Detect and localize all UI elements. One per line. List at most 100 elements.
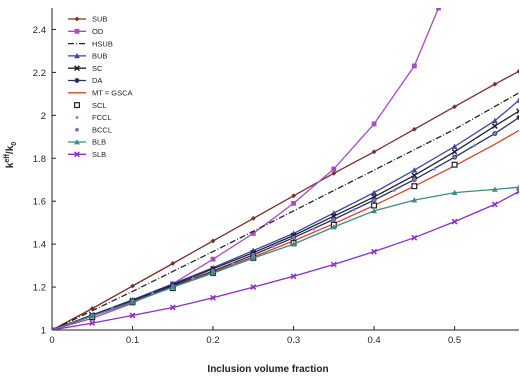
legend-item: BUB bbox=[68, 52, 107, 61]
legend-item: BLB bbox=[68, 138, 106, 147]
data-point bbox=[74, 151, 80, 158]
y-axis-title: keff/k0 bbox=[4, 142, 18, 168]
legend-label: SUB bbox=[92, 15, 107, 24]
y-tick-label: 1.8 bbox=[33, 154, 46, 165]
legend-item: DA bbox=[68, 76, 102, 85]
data-point bbox=[170, 261, 176, 266]
legend-item: FCCL bbox=[75, 113, 112, 122]
series-slb bbox=[52, 188, 519, 330]
data-point bbox=[352, 207, 356, 212]
series-line bbox=[52, 99, 519, 330]
data-point bbox=[210, 270, 216, 276]
x-ticks: 0 0.1 0.2 0.3 0.4 0.5 bbox=[49, 326, 461, 346]
data-point bbox=[392, 188, 397, 193]
x-tick-label: 0.1 bbox=[126, 335, 139, 346]
data-point bbox=[371, 149, 377, 155]
legend-label: OD bbox=[92, 27, 104, 36]
data-point bbox=[190, 276, 195, 281]
series-line bbox=[52, 92, 519, 330]
series-sc bbox=[52, 108, 519, 330]
data-point bbox=[74, 28, 80, 34]
y-axis-title-sub: 0 bbox=[11, 142, 18, 146]
data-point bbox=[130, 283, 135, 289]
data-point bbox=[74, 65, 80, 72]
data-point bbox=[371, 189, 377, 196]
x-tick-label: 0 bbox=[49, 335, 54, 346]
series-od bbox=[52, 8, 441, 330]
series-bccl bbox=[90, 177, 417, 318]
data-point bbox=[75, 115, 79, 120]
series-hsub bbox=[52, 92, 519, 330]
legend-label: MT = GSCA bbox=[92, 89, 133, 98]
data-point bbox=[169, 304, 176, 311]
data-point bbox=[271, 244, 276, 249]
legend-item: HSUB bbox=[68, 39, 113, 48]
series-line bbox=[52, 8, 440, 330]
data-point bbox=[231, 261, 236, 266]
y-axis-title-main: k bbox=[5, 162, 16, 168]
y-tick-label: 1.6 bbox=[33, 197, 46, 208]
data-point bbox=[74, 16, 80, 22]
series-layer bbox=[52, 8, 519, 330]
data-point bbox=[452, 104, 457, 110]
data-point bbox=[411, 172, 418, 179]
data-point bbox=[451, 161, 458, 168]
data-point bbox=[311, 227, 316, 232]
legend-label: BUB bbox=[92, 52, 107, 61]
data-point bbox=[371, 202, 378, 209]
series-blb bbox=[52, 184, 519, 330]
data-point bbox=[74, 53, 80, 59]
y-tick-label: 1.4 bbox=[33, 240, 46, 251]
data-point bbox=[331, 217, 336, 222]
legend-item: SC bbox=[68, 64, 103, 73]
data-point bbox=[411, 63, 417, 69]
legend-label: DA bbox=[92, 76, 102, 85]
data-point bbox=[150, 291, 155, 296]
data-point bbox=[371, 121, 377, 127]
data-point bbox=[372, 198, 376, 203]
data-point bbox=[491, 117, 498, 124]
data-point bbox=[411, 234, 418, 241]
data-point bbox=[129, 312, 136, 319]
x-tick-label: 0.2 bbox=[206, 335, 219, 346]
data-point bbox=[412, 177, 417, 182]
data-point bbox=[89, 313, 96, 319]
data-point bbox=[250, 215, 256, 221]
data-point bbox=[436, 8, 441, 11]
data-point bbox=[491, 123, 498, 129]
data-point bbox=[371, 207, 377, 214]
legend-item: OD bbox=[68, 27, 104, 36]
data-point bbox=[74, 78, 80, 83]
data-point bbox=[129, 299, 136, 305]
legend-item: MT = GSCA bbox=[68, 89, 133, 98]
data-point bbox=[330, 261, 337, 268]
data-point bbox=[73, 102, 80, 109]
y-ticks: 1 1.2 1.4 1.6 1.8 2 2.2 2.4 bbox=[33, 25, 56, 337]
legend-item: BCCL bbox=[75, 125, 112, 134]
y-tick-label: 2.4 bbox=[33, 25, 46, 36]
y-tick-label: 2.2 bbox=[33, 68, 46, 79]
data-point bbox=[210, 256, 216, 262]
data-point bbox=[492, 131, 497, 136]
data-point bbox=[516, 184, 519, 190]
legend: SUB OD HSUB BUB SC DA MT = GSCA SCL FCCL BCCL BLB S… bbox=[68, 15, 133, 159]
data-point bbox=[411, 167, 418, 173]
data-point bbox=[290, 273, 297, 280]
data-point bbox=[250, 284, 257, 290]
data-point bbox=[451, 218, 458, 225]
data-point bbox=[52, 327, 55, 330]
legend-label: SLB bbox=[92, 150, 106, 159]
data-point bbox=[89, 320, 96, 327]
y-tick-label: 1.2 bbox=[33, 283, 46, 294]
series-line bbox=[52, 70, 519, 330]
data-point bbox=[432, 167, 437, 171]
data-point bbox=[291, 200, 296, 206]
legend-label: SCL bbox=[92, 101, 107, 110]
data-point bbox=[89, 306, 95, 311]
data-point bbox=[451, 189, 458, 196]
data-point bbox=[169, 284, 176, 290]
data-point bbox=[250, 231, 256, 236]
data-point bbox=[74, 139, 80, 145]
y-axis-title-rest: /k bbox=[5, 145, 16, 154]
